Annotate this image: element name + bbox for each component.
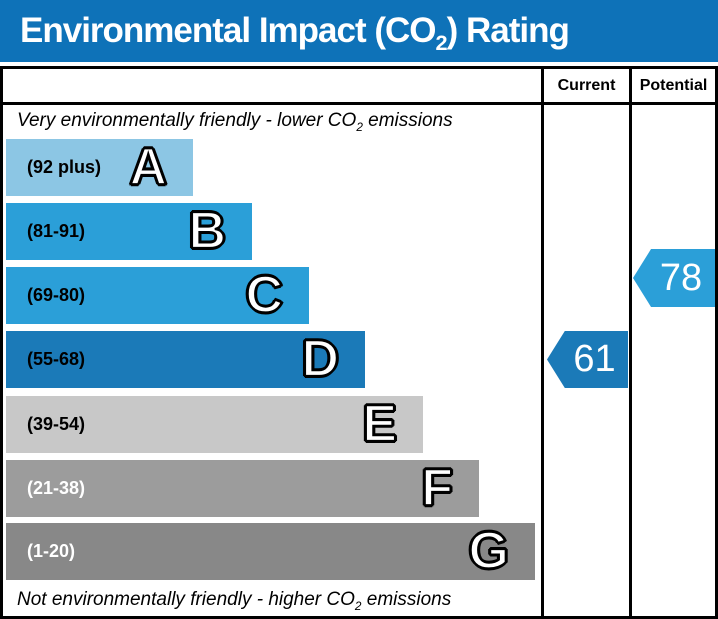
bottom-caption-text: Not environmentally friendly - higher CO bbox=[17, 589, 355, 610]
rating-band: (21-38) F bbox=[6, 458, 479, 518]
page-title: Environmental Impact (CO2) Rating bbox=[0, 0, 718, 62]
current-column-divider bbox=[541, 69, 544, 616]
top-caption: Very environmentally friendly - lower CO… bbox=[17, 103, 453, 139]
current-rating-value: 61 bbox=[573, 338, 616, 380]
rating-band: (55-68) D bbox=[6, 329, 365, 389]
band-letter: C bbox=[244, 265, 284, 324]
rating-band: (81-91) B bbox=[6, 201, 252, 261]
bottom-caption-subscript: 2 bbox=[354, 599, 362, 613]
band-letter: D bbox=[300, 329, 340, 388]
top-caption-subscript: 2 bbox=[356, 120, 363, 134]
header-divider-line bbox=[3, 102, 715, 105]
band-range-label: (69-80) bbox=[27, 285, 86, 305]
potential-rating-arrow: 78 bbox=[633, 249, 715, 307]
band-range-label: (39-54) bbox=[27, 414, 86, 434]
rating-band: (39-54) E bbox=[6, 394, 423, 454]
band-range-label: (92 plus) bbox=[27, 157, 102, 177]
band-range-label: (1-20) bbox=[27, 541, 76, 561]
rating-band: (1-20) G bbox=[6, 521, 535, 581]
page-title-suffix: ) Rating bbox=[446, 11, 570, 50]
band-range-label: (81-91) bbox=[27, 221, 86, 241]
band-letter: F bbox=[420, 458, 454, 517]
band-letter: G bbox=[467, 521, 510, 580]
band-letter: A bbox=[128, 137, 168, 196]
band-letter: B bbox=[187, 201, 227, 260]
bottom-caption: Not environmentally friendly - higher CO… bbox=[17, 583, 451, 616]
column-header-current: Current bbox=[557, 77, 616, 94]
current-rating-arrow: 61 bbox=[547, 331, 628, 388]
page-title-subscript: 2 bbox=[435, 30, 448, 55]
page-title-text: Environmental Impact (CO bbox=[20, 11, 437, 50]
potential-rating-value: 78 bbox=[659, 256, 703, 299]
band-range-label: (55-68) bbox=[27, 349, 86, 369]
rating-band: (92 plus) A bbox=[6, 137, 193, 197]
rating-band: (69-80) C bbox=[6, 265, 309, 325]
band-letter: E bbox=[361, 394, 398, 453]
potential-column-divider bbox=[629, 69, 632, 616]
rating-table: Current Potential Very environmentally f… bbox=[0, 66, 718, 619]
top-caption-suffix: emissions bbox=[362, 110, 453, 131]
bottom-caption-suffix: emissions bbox=[361, 589, 452, 610]
top-caption-text: Very environmentally friendly - lower CO bbox=[17, 110, 357, 131]
band-range-label: (21-38) bbox=[27, 478, 86, 498]
column-header-potential: Potential bbox=[639, 77, 708, 94]
